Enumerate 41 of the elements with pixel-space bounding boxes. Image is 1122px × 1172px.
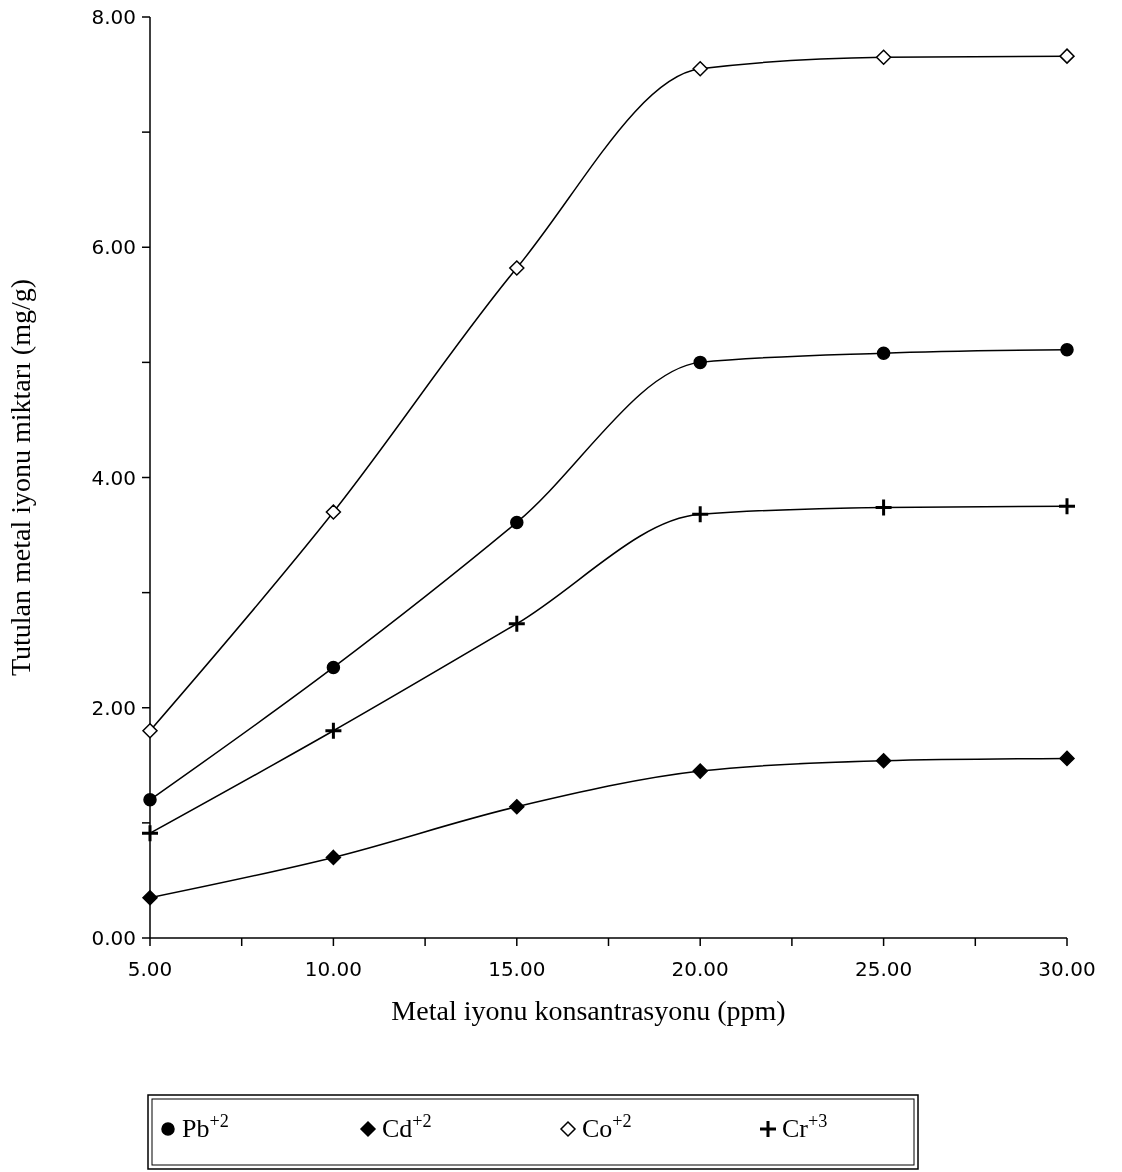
point	[690, 504, 710, 524]
legend-label: Cr$^{+3}$	[782, 1111, 828, 1143]
x-tick-label: 5.00	[127, 957, 173, 981]
y-tick-label: 0.00	[91, 926, 136, 950]
point	[323, 721, 343, 741]
y-tick-label: 8.00	[91, 5, 136, 29]
y-tick-label: 4.00	[91, 465, 136, 490]
legend-label: Co$^{+2}$	[582, 1111, 632, 1143]
point	[510, 515, 524, 530]
point	[692, 61, 708, 77]
point	[876, 346, 891, 360]
point	[1059, 48, 1075, 64]
point	[325, 504, 342, 520]
x-axis-title: Metal iyonu konsantrasyonu (ppm)	[391, 995, 786, 1026]
legend-label: Cd$^{+2}$	[382, 1111, 432, 1143]
point	[140, 823, 160, 843]
point	[692, 763, 708, 779]
point	[325, 849, 342, 866]
point	[1057, 496, 1077, 516]
x-tick-label: 15.00	[488, 957, 546, 981]
point	[326, 660, 341, 675]
x-tick-label: 25.00	[854, 957, 913, 981]
y-tick-label: 6.00	[91, 235, 136, 260]
x-tick-label: 20.00	[671, 957, 729, 981]
point	[507, 614, 527, 634]
point	[142, 723, 158, 739]
point	[509, 260, 525, 276]
y-tick-label: 2.00	[91, 695, 136, 720]
point	[1060, 342, 1074, 357]
x-tick-label: 30.00	[1038, 957, 1096, 981]
point	[875, 752, 892, 769]
x-tick-label: 10.00	[304, 957, 363, 981]
point	[1059, 750, 1075, 767]
point	[874, 497, 894, 517]
point	[875, 49, 892, 66]
point	[509, 799, 525, 815]
point	[142, 889, 158, 906]
point	[143, 793, 157, 807]
point	[693, 355, 707, 370]
legend-label: Pb$^{+2}$	[182, 1111, 229, 1143]
y-axis-title: Tutulan metal iyonu miktarı (mg/g)	[5, 278, 36, 677]
